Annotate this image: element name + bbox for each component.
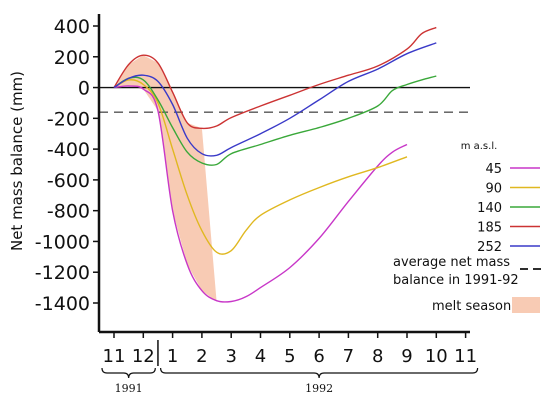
x-tick-label: 11 (454, 346, 477, 367)
year-brace-1992 (160, 367, 479, 379)
series-line-45 (113, 85, 408, 303)
y-tick-label: 0 (78, 78, 90, 100)
x-tick-label: 1 (167, 346, 178, 367)
series-layer (113, 26, 437, 303)
y-tick-label: -200 (47, 108, 90, 130)
legend-label-252: 252 (477, 240, 502, 255)
legend-label-45: 45 (485, 162, 502, 177)
x-tick-label: 3 (225, 346, 236, 367)
legend-average-label: balance in 1991-92 (393, 273, 519, 288)
x-tick-label: 9 (401, 346, 412, 367)
y-tick-label: -600 (47, 170, 90, 192)
y-tick-label: 400 (54, 16, 90, 38)
x-tick-label: 6 (313, 346, 324, 367)
x-tick-label: 5 (284, 346, 295, 367)
year-label-1991: 1991 (115, 382, 143, 395)
x-tick-label: 11 (103, 346, 126, 367)
axes-layer: 4002000-200-400-600-800-1000-1200-140011… (8, 14, 479, 395)
legend-label-185: 185 (477, 221, 502, 236)
legend-label-140: 140 (477, 201, 502, 216)
series-line-90 (113, 79, 408, 255)
y-tick-label: -1200 (35, 262, 90, 284)
legend-melt-label: melt season (432, 299, 511, 314)
year-label-1992: 1992 (305, 382, 333, 395)
series-line-140 (113, 75, 437, 166)
x-tick-label: 4 (255, 346, 266, 367)
y-tick-label: -1000 (35, 231, 90, 253)
y-tick-label: -1400 (35, 293, 90, 315)
x-tick-label: 12 (132, 346, 155, 367)
legend-melt-swatch (512, 297, 540, 313)
series-line-185 (113, 26, 437, 130)
melt-season-layer (114, 55, 217, 302)
melt-season-area (114, 55, 217, 302)
series-line-252 (113, 42, 437, 157)
x-tick-label: 8 (372, 346, 383, 367)
y-tick-label: 200 (54, 47, 90, 69)
legend-title: m a.s.l. (461, 141, 498, 152)
y-axis-label: Net mass balance (mm) (8, 71, 26, 251)
x-tick-label: 7 (343, 346, 354, 367)
year-brace-1991 (101, 367, 156, 379)
legend-average-label: average net mass (393, 255, 510, 270)
x-tick-label: 2 (196, 346, 207, 367)
y-tick-label: -800 (47, 201, 90, 223)
legend-label-90: 90 (485, 182, 502, 197)
x-tick-label: 10 (425, 346, 448, 367)
y-tick-label: -400 (47, 139, 90, 161)
